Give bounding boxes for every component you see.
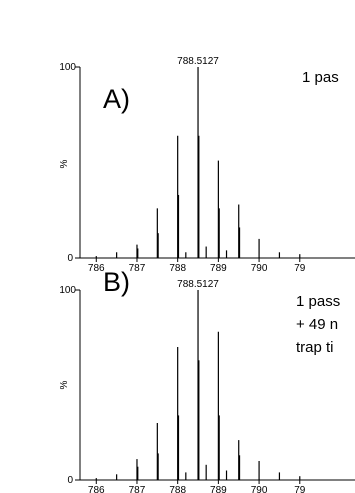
peaks-b <box>95 290 301 480</box>
x-tick-label: 788 <box>169 263 186 274</box>
x-ticks-b: 786 787 788 789 790 79 <box>88 480 306 493</box>
x-tick-label: 789 <box>210 485 227 493</box>
x-tick-label: 790 <box>251 263 268 274</box>
y-axis-label: % <box>59 159 70 168</box>
y-tick-label-100: 100 <box>59 62 76 73</box>
peaks-a <box>95 67 301 258</box>
y-tick-label-100: 100 <box>59 285 76 296</box>
x-tick-label: 789 <box>210 263 227 274</box>
y-tick-label-0: 0 <box>67 475 73 486</box>
peak-label-b: 788.5127 <box>177 279 219 290</box>
spectrum-panel-b: 0 100 % B) 1 pass + 49 n trap ti 786 787 7… <box>59 267 355 493</box>
spectrum-panel-a: 0 100 % A) 1 pas 786 787 788 789 790 79 788.5… <box>59 56 355 274</box>
annotation-line-3: trap ti <box>296 339 334 356</box>
x-tick-label: 787 <box>129 485 146 493</box>
annotation-line-2: + 49 n <box>296 316 338 333</box>
panel-label-b: B) <box>103 267 130 297</box>
peak-label-a: 788.5127 <box>177 56 219 67</box>
x-ticks-a: 786 787 788 789 790 79 <box>88 258 306 274</box>
annotation-line-1: 1 pass <box>296 293 340 310</box>
x-tick-label: 788 <box>169 485 186 493</box>
annotation-line-1: 1 pas <box>302 69 339 86</box>
x-tick-label: 79 <box>294 263 306 274</box>
y-tick-label-0: 0 <box>67 253 73 264</box>
x-tick-label: 786 <box>88 485 105 493</box>
panel-label-a: A) <box>103 84 130 114</box>
x-tick-label: 787 <box>129 263 146 274</box>
y-axis-label: % <box>59 380 70 389</box>
x-tick-label: 79 <box>294 485 306 493</box>
x-tick-label: 790 <box>251 485 268 493</box>
x-tick-label: 786 <box>88 263 105 274</box>
